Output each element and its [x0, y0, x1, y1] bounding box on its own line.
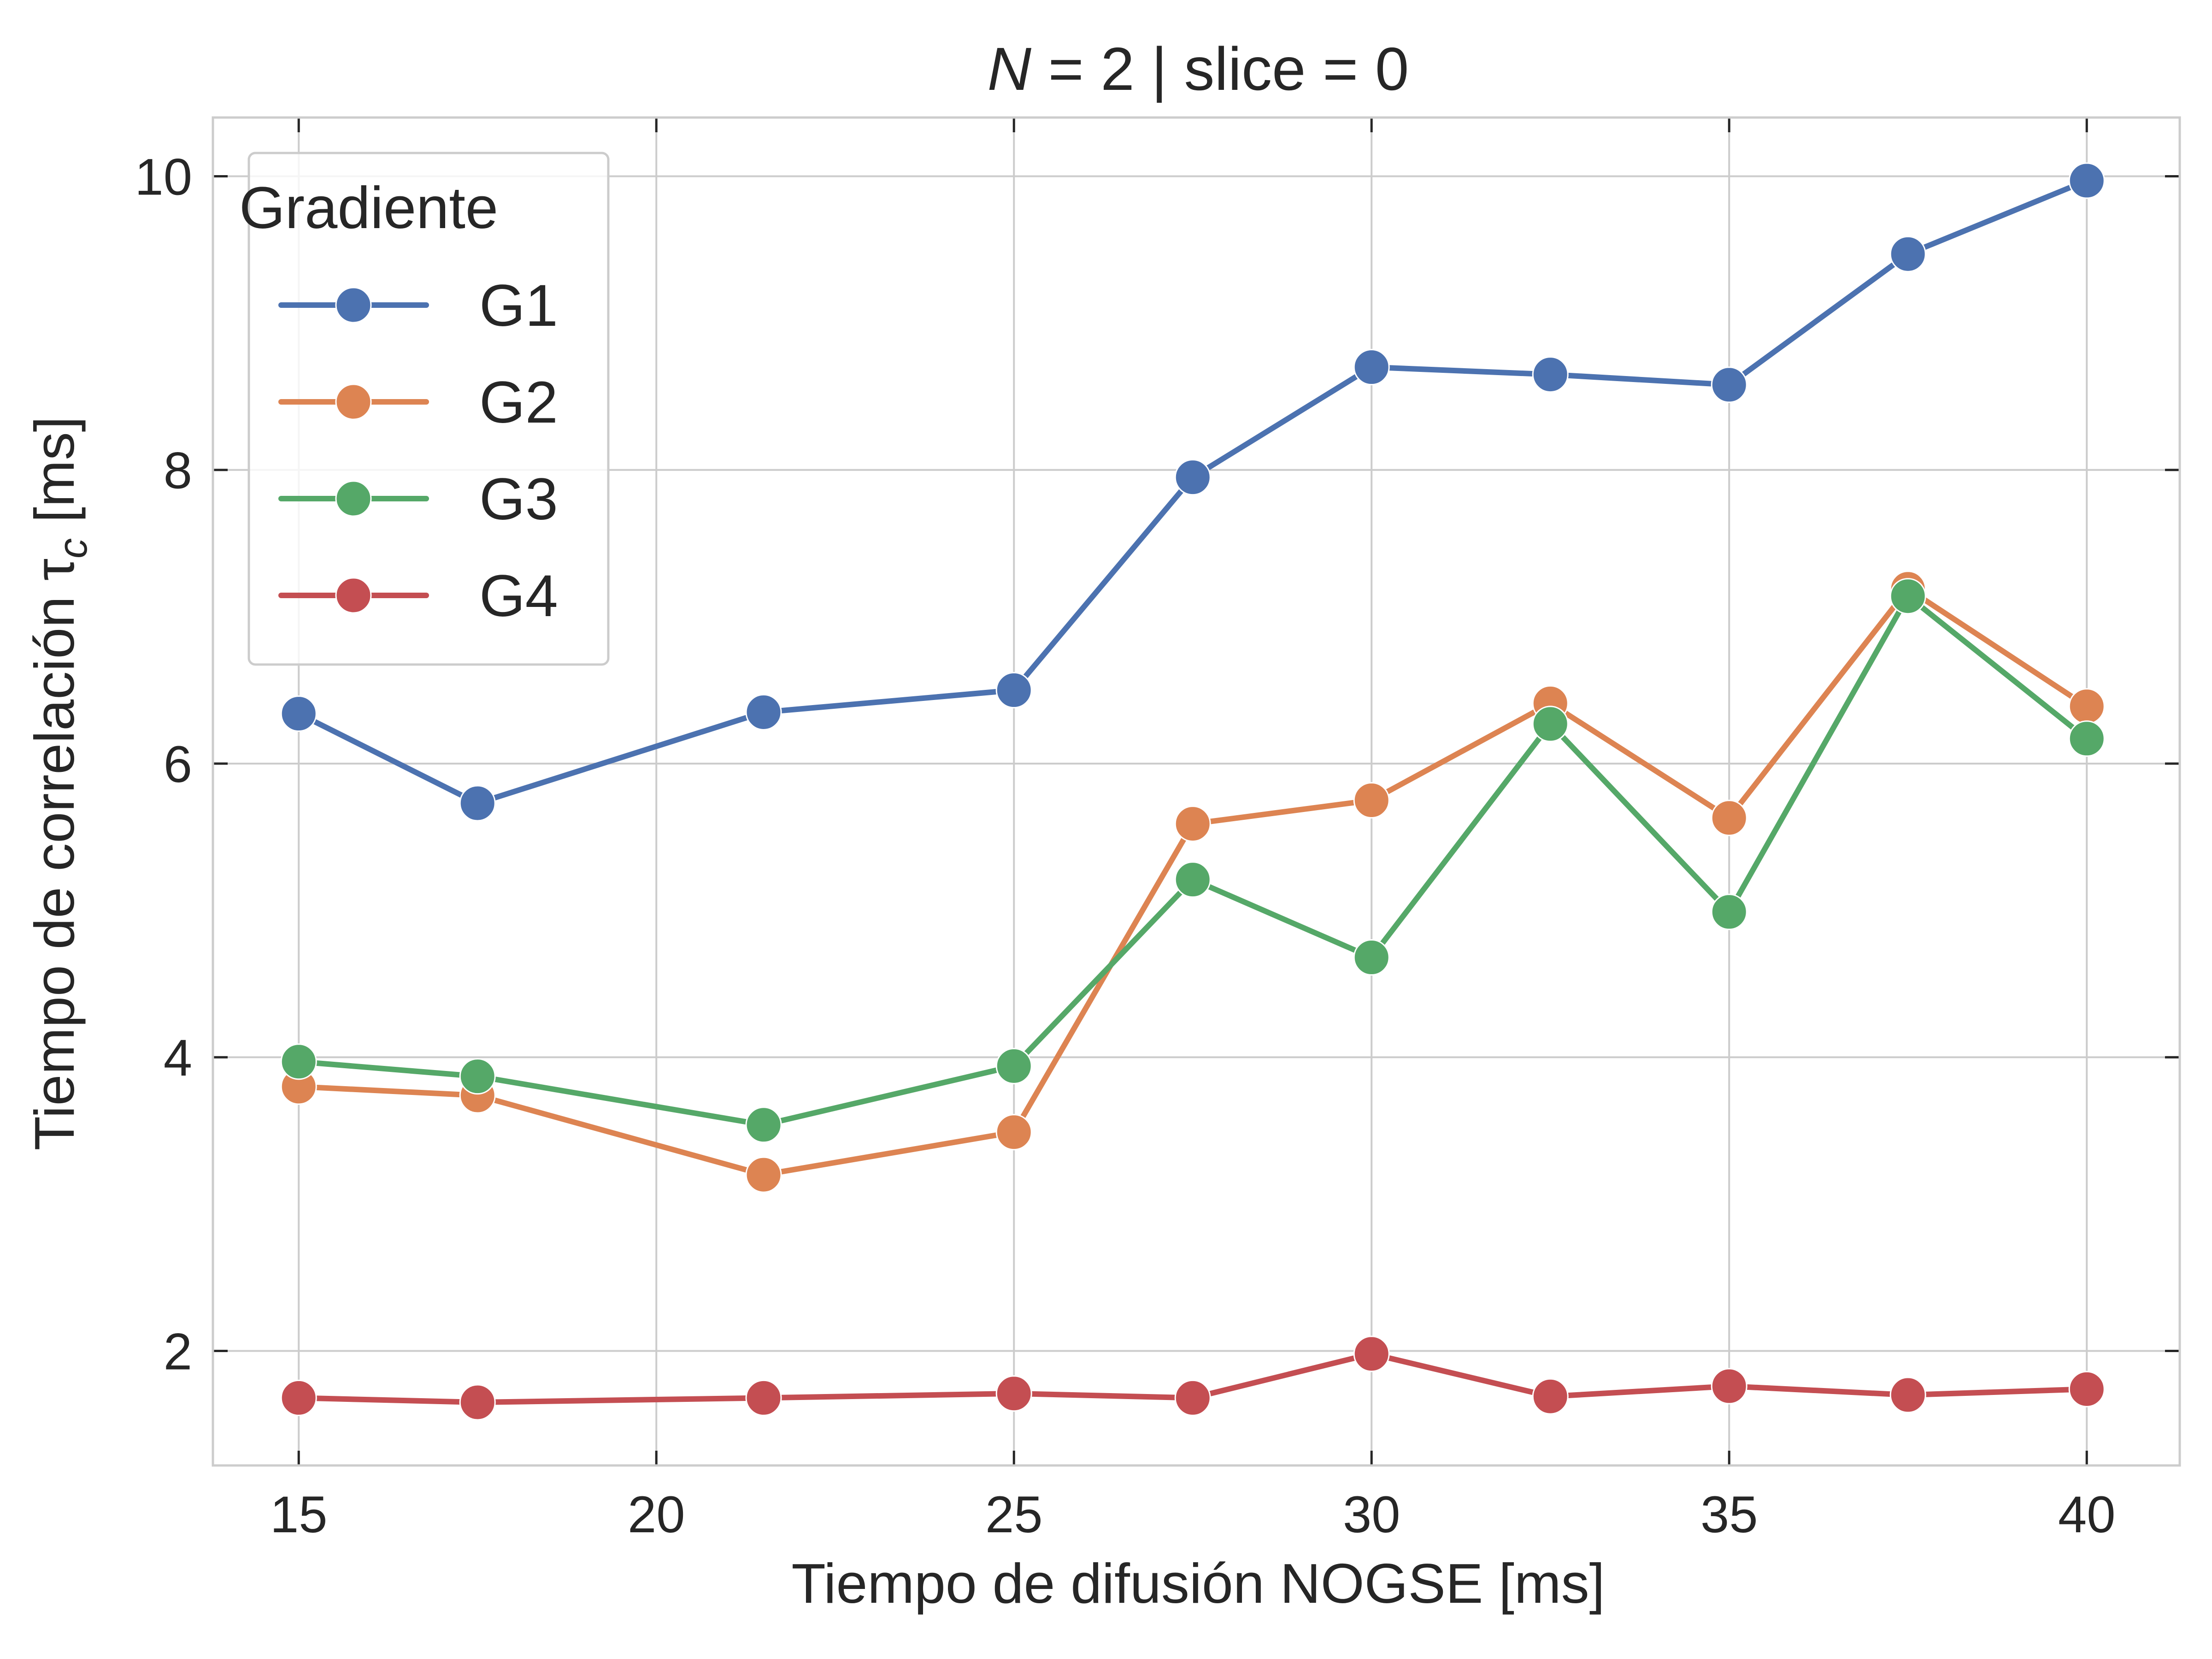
data-point-g4: [1174, 1379, 1211, 1416]
x-tick-label: 20: [628, 1486, 685, 1543]
data-point-g3: [2068, 720, 2105, 757]
data-point-g3: [995, 1047, 1032, 1084]
data-point-g4: [995, 1375, 1032, 1412]
data-point-g4: [2068, 1371, 2105, 1407]
y-axis-label: Tiempo de correlación τc [ms]: [23, 417, 95, 1151]
series-line-g3: [296, 593, 2090, 1128]
series-line-g1: [296, 178, 2090, 806]
data-point-g1: [1353, 349, 1390, 386]
legend-item-g4: G4: [278, 563, 558, 629]
data-point-g3: [459, 1058, 496, 1095]
data-point-g1: [1711, 366, 1747, 403]
series-g4: [280, 1335, 2105, 1421]
x-tick-label: 15: [270, 1486, 328, 1543]
data-point-g4: [745, 1379, 782, 1416]
data-point-g1: [745, 694, 782, 730]
chart-title: N = 2 | slice = 0: [988, 35, 1409, 103]
series-g3: [280, 578, 2105, 1143]
data-point-g2: [1711, 800, 1747, 836]
data-point-g2: [745, 1156, 782, 1193]
y-tick-label: 10: [135, 148, 192, 206]
data-point-g2: [1353, 782, 1390, 819]
data-point-g2: [1174, 806, 1211, 842]
x-tick-label: 40: [2058, 1486, 2116, 1543]
legend-marker-g4: [335, 577, 372, 614]
legend-marker-g3: [335, 480, 372, 517]
series-g1: [280, 162, 2105, 822]
legend-label-g3: G3: [479, 466, 558, 532]
data-point-g2: [2068, 688, 2105, 725]
data-point-g4: [1532, 1378, 1569, 1415]
legend-label-g2: G2: [479, 370, 558, 435]
data-point-g1: [459, 785, 496, 822]
x-tick-label: 25: [985, 1486, 1043, 1543]
y-tick-label: 2: [164, 1323, 192, 1380]
data-point-g1: [995, 672, 1032, 709]
x-tick-label: 35: [1700, 1486, 1758, 1543]
series-line-g2: [296, 586, 2090, 1178]
data-point-g1: [1889, 235, 1926, 272]
data-point-g4: [1711, 1368, 1747, 1405]
legend-marker-g2: [335, 383, 372, 420]
data-point-g2: [995, 1114, 1032, 1151]
legend-item-g3: G3: [278, 466, 558, 532]
y-tick-label: 8: [164, 442, 192, 500]
x-axis-label: Tiempo de difusión NOGSE [ms]: [791, 1552, 1605, 1615]
data-point-g4: [1353, 1335, 1390, 1372]
data-point-g3: [745, 1106, 782, 1143]
data-point-g3: [1174, 861, 1211, 898]
legend-label-g1: G1: [479, 273, 558, 339]
legend-box: [247, 152, 610, 666]
data-point-g3: [1711, 894, 1747, 930]
legend-item-g1: G1: [278, 273, 558, 339]
axis-ticks: 15 20 25 30 35 40 2 4 6 8 10: [135, 118, 2180, 1543]
data-point-g3: [1889, 578, 1926, 615]
data-point-g1: [2068, 162, 2105, 199]
data-point-g3: [280, 1043, 317, 1080]
legend-title: Gradiente: [239, 175, 498, 241]
series-line-g4: [296, 1351, 2090, 1405]
legend-items: G1 G2 G3 G4: [278, 273, 558, 629]
data-point-g1: [280, 695, 317, 732]
data-point-g4: [280, 1379, 317, 1416]
data-point-g1: [1174, 459, 1211, 496]
plot-frame: [212, 116, 2181, 1467]
x-tick-label: 30: [1343, 1486, 1400, 1543]
y-tick-label: 6: [164, 735, 192, 793]
data-point-g1: [1532, 356, 1569, 393]
data-point-g4: [459, 1384, 496, 1421]
legend-marker-g1: [335, 287, 372, 324]
data-point-g3: [1353, 939, 1390, 976]
legend-label-g4: G4: [479, 563, 558, 629]
data-point-g4: [1889, 1377, 1926, 1413]
data-point-g3: [1532, 706, 1569, 742]
legend: Gradiente G1 G2 G3 G4: [239, 152, 610, 666]
series-group: [280, 162, 2105, 1421]
legend-item-g2: G2: [278, 370, 558, 435]
y-tick-label: 4: [164, 1029, 192, 1087]
